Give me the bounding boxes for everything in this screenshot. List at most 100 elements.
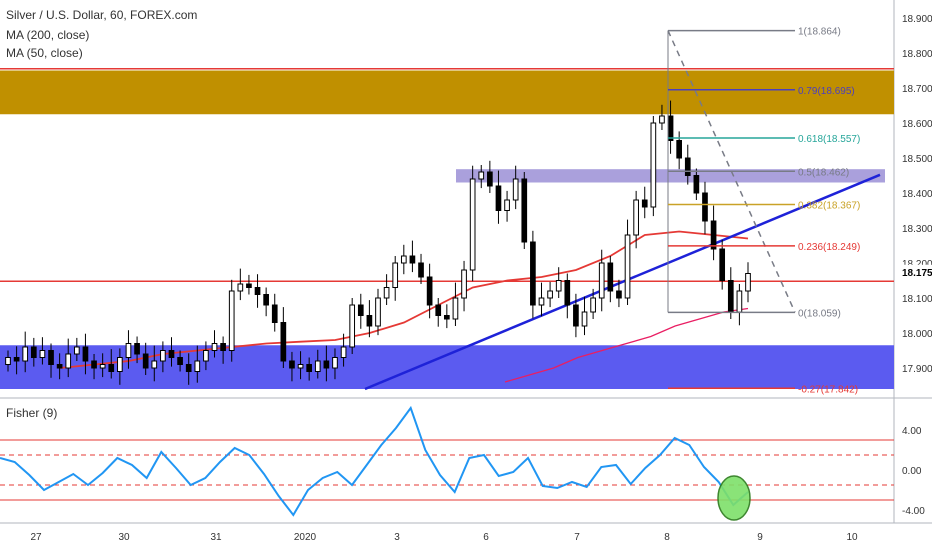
candle-body-33	[289, 360, 295, 369]
candle-body-36	[314, 360, 321, 372]
candle-body-6	[56, 364, 63, 369]
candle-body-12	[108, 364, 115, 372]
candle-body-69	[598, 262, 605, 299]
candle-body-37	[323, 360, 330, 369]
candle-body-8	[73, 346, 80, 355]
candle-body-77	[667, 115, 674, 141]
price-tick-2: 18.700	[902, 84, 932, 95]
fisher-tick-1: 0.00	[902, 466, 922, 477]
highlight-circle	[717, 475, 751, 521]
ma50-line	[59, 230, 749, 369]
time-label-1: 30	[118, 532, 130, 543]
candle-body-25	[220, 343, 226, 351]
candle-body-52	[452, 297, 459, 320]
candle-body-76	[659, 115, 665, 124]
candle-body-70	[607, 262, 614, 292]
fisher-indicator-layer: 4.00 0.00 -4.00	[0, 405, 925, 521]
last-price-label: 18.175	[902, 268, 932, 279]
candle-body-61	[530, 241, 536, 306]
candle-body-45	[392, 262, 399, 288]
candle-body-46	[400, 255, 407, 264]
time-label-4: 3	[394, 532, 400, 543]
legend-symbol: Silver / U.S. Dollar, 60, FOREX.com	[6, 8, 198, 22]
price-tick-10: 17.900	[902, 364, 932, 375]
candle-body-3	[30, 346, 37, 358]
time-label-2: 31	[210, 532, 222, 543]
candle-body-7	[65, 353, 72, 369]
legend-ma50: MA (50, close)	[6, 46, 83, 60]
moving-averages-layer	[59, 230, 749, 383]
fib-level-label-1: 0.79(18.695)	[798, 86, 855, 97]
time-axis: 27 30 31 2020 3 6 7 8 9 10	[30, 532, 858, 543]
price-tick-0: 18.900	[902, 14, 932, 25]
candle-body-48	[418, 262, 424, 278]
candle-body-60	[521, 178, 528, 243]
candle-body-34	[297, 364, 304, 369]
candle-body-43	[375, 297, 381, 327]
candle-body-68	[590, 297, 596, 313]
time-label-9: 10	[846, 532, 858, 543]
candle-body-78	[676, 140, 683, 159]
price-tick-8: 18.100	[902, 294, 932, 305]
fisher-tick-2: -4.00	[902, 506, 925, 517]
candle-body-85	[736, 290, 743, 313]
price-tick-4: 18.500	[902, 154, 932, 165]
candle-body-31	[271, 304, 278, 323]
candle-body-72	[624, 234, 631, 299]
fib-level-label-2: 0.618(18.557)	[798, 134, 860, 145]
candle-body-67	[581, 311, 588, 327]
candle-body-44	[383, 287, 390, 299]
candle-body-54	[469, 178, 476, 271]
candle-body-81	[702, 192, 708, 222]
time-label-6: 7	[574, 532, 580, 543]
candle-body-22	[194, 360, 201, 372]
candle-body-64	[555, 280, 562, 292]
candle-body-65	[564, 280, 571, 306]
candle-body-28	[246, 283, 252, 288]
candle-body-74	[641, 199, 648, 208]
candle-body-2	[22, 346, 29, 362]
horizontal-lines-layer	[0, 68, 894, 282]
price-tick-9: 18.000	[902, 329, 932, 340]
candle-body-75	[650, 122, 657, 208]
price-axis: 18.900 18.800 18.700 18.600 18.500 18.400 18.3…	[896, 14, 932, 375]
price-tick-6: 18.300	[902, 224, 932, 235]
candle-body-35	[306, 364, 313, 372]
candle-body-21	[185, 364, 192, 372]
fisher-tick-0: 4.00	[902, 426, 922, 437]
candle-body-19	[168, 350, 175, 358]
candle-body-15	[134, 343, 140, 355]
candle-body-86	[745, 273, 751, 292]
fib-level-label-7: -0.27(17.842)	[798, 384, 858, 395]
candle-body-57	[495, 185, 502, 211]
candle-body-17	[151, 360, 158, 369]
price-tick-5: 18.400	[902, 189, 932, 200]
candle-body-14	[125, 343, 132, 358]
candle-body-24	[211, 343, 218, 351]
candle-body-10	[91, 360, 97, 369]
candle-body-16	[142, 353, 149, 369]
candle-body-0	[5, 357, 11, 365]
time-label-0: 27	[30, 532, 42, 543]
candle-body-13	[117, 357, 123, 372]
zone-resistance	[0, 70, 894, 115]
zone-support	[0, 345, 894, 389]
price-tick-7: 18.200	[902, 259, 932, 270]
candle-body-51	[443, 315, 450, 320]
fib-level-label-4: 0.382(18.367)	[798, 201, 860, 212]
fib-level-label-0: 1(18.864)	[798, 27, 841, 38]
candle-body-47	[409, 255, 416, 264]
candle-body-1	[13, 357, 20, 362]
candle-body-9	[82, 346, 89, 362]
fisher-title: Fisher (9)	[6, 406, 58, 420]
candle-body-40	[349, 304, 356, 348]
candle-body-66	[573, 304, 579, 327]
candle-body-55	[478, 171, 485, 180]
candle-body-41	[357, 304, 364, 316]
candle-body-79	[684, 157, 691, 176]
candle-body-71	[616, 290, 622, 299]
candle-body-23	[203, 350, 209, 362]
candle-body-49	[426, 276, 433, 306]
candle-body-4	[39, 350, 46, 358]
